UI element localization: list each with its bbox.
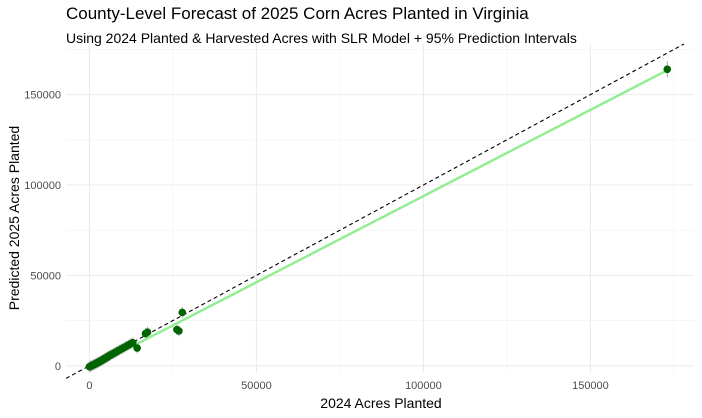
data-point <box>143 328 152 336</box>
chart-subtitle: Using 2024 Planted & Harvested Acres wit… <box>66 30 577 46</box>
chart-title: County-Level Forecast of 2025 Corn Acres… <box>66 4 529 23</box>
reference-line <box>65 43 685 379</box>
x-axis-title: 2024 Acres Planted <box>320 395 441 411</box>
y-tick-label: 50000 <box>30 270 61 282</box>
fit-line-group <box>88 69 669 370</box>
data-point <box>175 327 183 335</box>
x-tick-label: 100000 <box>405 380 442 392</box>
fit-line <box>88 69 669 370</box>
grid-lines <box>66 44 694 373</box>
y-axis-title: Predicted 2025 Acres Planted <box>6 126 22 310</box>
tick-labels: 0 50000 100000 150000 0 50000 100000 150000 <box>24 90 609 392</box>
data-point <box>133 344 141 352</box>
x-tick-label: 50000 <box>241 380 272 392</box>
data-point <box>129 338 137 347</box>
x-tick-label: 150000 <box>572 380 609 392</box>
data-point <box>663 65 672 74</box>
data-points <box>85 65 672 371</box>
y-tick-label: 100000 <box>24 180 61 192</box>
y-tick-label: 0 <box>55 361 61 373</box>
reference-line-group <box>65 43 685 379</box>
error-bars <box>88 61 668 373</box>
y-tick-label: 150000 <box>24 90 61 102</box>
x-tick-label: 0 <box>86 380 92 392</box>
data-point <box>178 308 187 317</box>
